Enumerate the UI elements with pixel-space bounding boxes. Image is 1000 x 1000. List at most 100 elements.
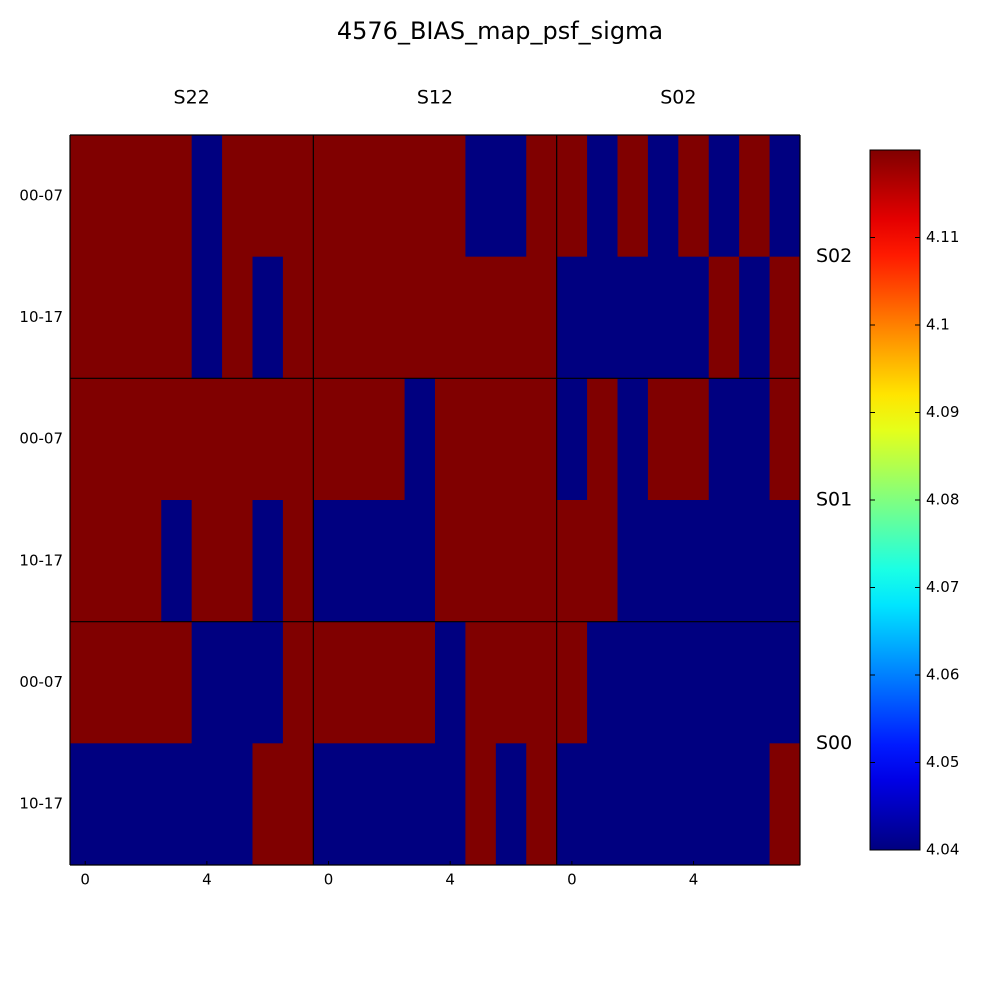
heatmap-cell	[526, 743, 558, 866]
heatmap-cell	[100, 743, 132, 866]
heatmap-cell	[161, 135, 193, 258]
heatmap-cell	[130, 378, 162, 501]
heatmap-cell	[374, 621, 406, 744]
column-panel-label: S02	[660, 87, 696, 109]
heatmap-cell	[374, 135, 406, 258]
heatmap-cell	[343, 378, 375, 501]
heatmap-cell	[222, 135, 253, 258]
heatmap-cell	[526, 378, 558, 501]
heatmap-cell	[70, 135, 101, 258]
heatmap-cell	[769, 135, 801, 258]
heatmap-cell	[465, 743, 497, 866]
heatmap-cell	[556, 621, 588, 744]
heatmap-cell	[556, 135, 588, 258]
x-tick-label: 0	[324, 871, 334, 889]
heatmap-cell	[191, 135, 223, 258]
heatmap-cell	[161, 378, 193, 501]
column-panel-label: S12	[417, 87, 453, 109]
heatmap-cell	[282, 135, 314, 258]
heatmap-cell	[587, 743, 618, 866]
heatmap-cell	[282, 500, 314, 623]
chart-title: 4576_BIAS_map_psf_sigma	[337, 17, 663, 45]
heatmap-cell	[252, 378, 284, 501]
heatmap-cell	[404, 256, 436, 379]
heatmap-cell	[526, 621, 558, 744]
heatmap-cell	[587, 621, 618, 744]
heatmap-cell	[647, 135, 679, 258]
heatmap-cell	[343, 135, 375, 258]
heatmap-cell	[617, 743, 649, 866]
heatmap-cell	[465, 500, 497, 623]
heatmap-cell	[191, 378, 223, 501]
heatmap-cell	[465, 256, 497, 379]
heatmap-cell	[647, 256, 679, 379]
heatmap-cell	[100, 500, 132, 623]
heatmap-cell	[465, 378, 497, 501]
heatmap-cell	[222, 500, 253, 623]
heatmap-cell	[252, 621, 284, 744]
heatmap-cell	[404, 621, 436, 744]
colorbar-tick-label: 4.05	[926, 753, 959, 771]
heatmap-cell	[495, 378, 527, 501]
heatmap-cell	[435, 256, 466, 379]
heatmap-cell	[556, 500, 588, 623]
heatmap-cell	[161, 621, 193, 744]
heatmap-cell	[526, 256, 558, 379]
colorbar	[869, 149, 921, 851]
y-tick-label: 10-17	[19, 551, 63, 569]
heatmap-cell	[495, 256, 527, 379]
x-tick-label: 4	[445, 871, 455, 889]
x-tick-label: 0	[567, 871, 577, 889]
heatmap-cell	[617, 621, 649, 744]
heatmap-cell	[343, 500, 375, 623]
y-tick-label: 00-07	[19, 430, 63, 448]
heatmap-cell	[526, 500, 558, 623]
heatmap-cell	[313, 743, 345, 866]
colorbar-tick-label: 4.04	[926, 841, 959, 859]
heatmap-cell	[222, 256, 253, 379]
heatmap-cell	[708, 378, 740, 501]
heatmap-cell	[282, 621, 314, 744]
heatmap-cell	[465, 621, 497, 744]
heatmap-cell	[100, 378, 132, 501]
colorbar-tick-label: 4.08	[926, 491, 959, 509]
heatmap-cell	[130, 135, 162, 258]
heatmap-cell	[678, 743, 710, 866]
heatmap-cell	[374, 378, 406, 501]
heatmap-cell	[130, 743, 162, 866]
heatmap-cell	[130, 621, 162, 744]
heatmap-cell	[313, 500, 345, 623]
heatmap-cell	[404, 500, 436, 623]
heatmap-cell	[130, 500, 162, 623]
heatmap-cell	[495, 135, 527, 258]
row-panel-label: S02	[816, 245, 852, 267]
heatmap-cell	[191, 500, 223, 623]
heatmap-cell	[161, 500, 193, 623]
heatmap-cell	[222, 378, 253, 501]
heatmap-cell	[282, 378, 314, 501]
heatmap-cell	[313, 135, 345, 258]
heatmap-cell	[587, 378, 618, 501]
heatmap-cell	[404, 135, 436, 258]
heatmap-cell	[739, 621, 771, 744]
heatmap-cell	[130, 256, 162, 379]
heatmap-cell	[739, 256, 771, 379]
heatmap-cell	[252, 135, 284, 258]
heatmap-cell	[435, 621, 466, 744]
heatmap-cell	[282, 256, 314, 379]
heatmap-cell	[617, 500, 649, 623]
y-tick-label: 00-07	[19, 186, 63, 204]
heatmap-cell	[222, 743, 253, 866]
heatmap-cell	[435, 743, 466, 866]
row-panel-label: S00	[816, 732, 852, 754]
heatmap-cell	[252, 500, 284, 623]
heatmap-cell	[769, 378, 801, 501]
heatmap-cell	[556, 743, 588, 866]
heatmap-cell	[647, 743, 679, 866]
heatmap-cell	[191, 621, 223, 744]
heatmap-cell	[282, 743, 314, 866]
heatmap-cell	[313, 256, 345, 379]
heatmap-cell	[495, 743, 527, 866]
heatmap-cell	[435, 135, 466, 258]
heatmap-cell	[647, 621, 679, 744]
